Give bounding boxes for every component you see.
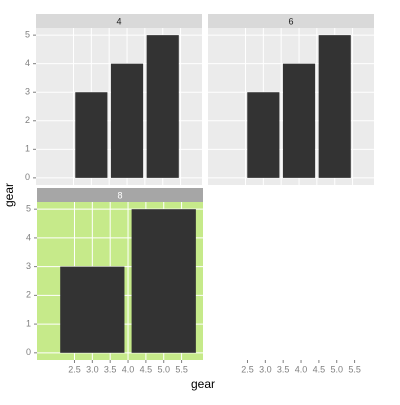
x-axis-title: gear xyxy=(191,377,215,391)
strip xyxy=(36,14,202,28)
x-tick-label: 3.0 xyxy=(86,364,99,374)
bar xyxy=(110,63,144,178)
bar xyxy=(146,35,179,178)
y-tick-label: 2 xyxy=(25,115,30,125)
x-tick-label: 2.5 xyxy=(241,364,254,374)
x-tick-label: 2.5 xyxy=(68,364,81,374)
x-tick-label: 5.5 xyxy=(175,364,188,374)
x-tick-label: 3.5 xyxy=(104,364,117,374)
strip-label: 6 xyxy=(288,16,293,26)
y-tick-label: 1 xyxy=(25,144,30,154)
y-tick-label: 1 xyxy=(26,318,31,328)
y-tick-label: 3 xyxy=(25,87,30,97)
x-tick-label: 4.5 xyxy=(140,364,153,374)
x-tick-label: 4.0 xyxy=(295,364,308,374)
y-axis-title: gear xyxy=(2,183,16,207)
y-tick-label: 5 xyxy=(25,30,30,40)
bar xyxy=(60,266,125,353)
bar xyxy=(318,35,351,178)
y-tick-label: 3 xyxy=(26,261,31,271)
y-tick-label: 0 xyxy=(26,347,31,357)
x-tick-label: 5.0 xyxy=(330,364,343,374)
strip-label: 4 xyxy=(116,16,121,26)
strip xyxy=(37,188,203,202)
x-tick-label: 4.5 xyxy=(313,364,326,374)
bar xyxy=(131,209,196,353)
x-tick-label: 3.0 xyxy=(259,364,272,374)
y-tick-label: 4 xyxy=(25,58,30,68)
strip xyxy=(208,14,374,28)
y-tick-label: 5 xyxy=(26,204,31,214)
x-tick-label: 3.5 xyxy=(277,364,290,374)
y-tick-label: 0 xyxy=(25,172,30,182)
bar xyxy=(282,63,316,178)
y-tick-label: 4 xyxy=(26,232,31,242)
x-tick-label: 4.0 xyxy=(122,364,135,374)
strip-label: 8 xyxy=(117,190,122,200)
x-tick-label: 5.5 xyxy=(348,364,361,374)
bar xyxy=(247,92,280,178)
x-tick-label: 5.0 xyxy=(157,364,170,374)
y-tick-label: 2 xyxy=(26,290,31,300)
bar xyxy=(75,92,108,178)
